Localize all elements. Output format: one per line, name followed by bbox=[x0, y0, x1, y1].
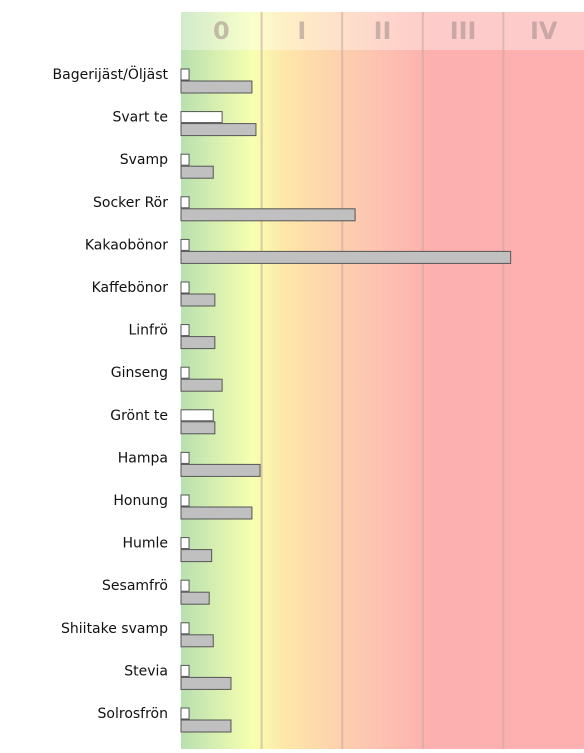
category-label: Svamp bbox=[120, 152, 168, 168]
category-label: Shiitake svamp bbox=[61, 621, 168, 637]
bar bbox=[180, 281, 190, 294]
x-tick-label: 0 bbox=[213, 17, 230, 45]
bar bbox=[180, 421, 216, 435]
bar bbox=[180, 324, 190, 337]
category-label: Hampa bbox=[118, 450, 168, 466]
x-tick-label: II bbox=[374, 17, 392, 45]
bar bbox=[180, 506, 253, 520]
bar bbox=[180, 250, 512, 264]
bar bbox=[180, 537, 190, 550]
category-label: Bagerijäst/Öljäst bbox=[53, 65, 169, 83]
bar bbox=[180, 664, 190, 677]
category-label: Ginseng bbox=[111, 365, 168, 381]
category-label: Socker Rör bbox=[93, 195, 168, 211]
bar bbox=[180, 238, 190, 251]
x-tick-label: IV bbox=[530, 17, 558, 45]
category-label: Honung bbox=[113, 493, 168, 509]
bar bbox=[180, 123, 257, 137]
header-strip bbox=[181, 12, 584, 50]
category-label: Linfrö bbox=[128, 323, 168, 339]
category-label: Grönt te bbox=[110, 408, 168, 424]
bar bbox=[180, 463, 261, 477]
bar bbox=[180, 378, 223, 392]
bar bbox=[180, 591, 210, 605]
bar bbox=[180, 196, 190, 209]
bar bbox=[180, 622, 190, 635]
bar bbox=[180, 366, 190, 379]
bar bbox=[180, 153, 190, 166]
category-label: Stevia bbox=[124, 663, 168, 679]
bar bbox=[180, 451, 190, 464]
bar bbox=[180, 676, 232, 690]
category-label: Sesamfrö bbox=[102, 578, 168, 594]
category-label: Kakaobönor bbox=[85, 237, 168, 253]
bar bbox=[180, 634, 214, 648]
bar bbox=[180, 409, 214, 422]
x-tick-label: III bbox=[450, 17, 477, 45]
bar bbox=[180, 293, 216, 307]
plot-background bbox=[181, 12, 584, 749]
bar bbox=[180, 719, 232, 733]
bar bbox=[180, 707, 190, 720]
bar bbox=[180, 579, 190, 592]
bar bbox=[180, 494, 190, 507]
bar bbox=[180, 68, 190, 81]
bar bbox=[180, 80, 253, 94]
bar bbox=[180, 111, 223, 124]
category-label: Humle bbox=[122, 536, 168, 552]
category-label: Kaffebönor bbox=[92, 280, 169, 296]
category-label: Svart te bbox=[112, 110, 168, 126]
category-label: Solrosfrön bbox=[98, 706, 168, 722]
bar bbox=[180, 165, 214, 179]
bar bbox=[180, 549, 213, 563]
x-tick-label: I bbox=[297, 17, 306, 45]
bar bbox=[180, 208, 356, 222]
bar bbox=[180, 336, 216, 350]
